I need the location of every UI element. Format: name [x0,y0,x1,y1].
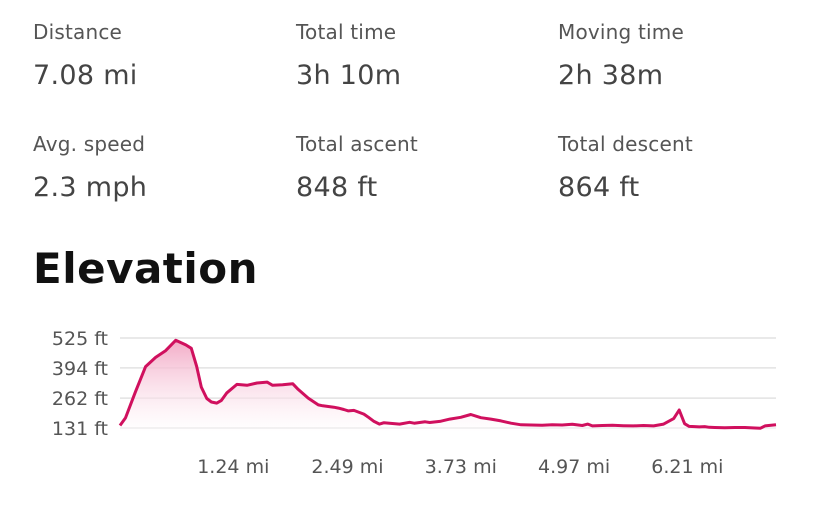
elevation-area [120,340,776,432]
stat-avg-speed: Avg. speed 2.3 mph [33,134,283,201]
y-tick-label: 394 ft [52,358,108,380]
stat-label: Total ascent [296,132,418,156]
stat-value: 3h 10m [296,60,402,91]
x-axis-labels: 1.24 mi 2.49 mi 3.73 mi 4.97 mi 6.21 mi [197,456,723,478]
y-tick-label: 131 ft [52,418,108,440]
stat-total-ascent: Total ascent 848 ft [296,134,546,201]
y-axis-labels: 131 ft 262 ft 394 ft 525 ft [52,328,108,440]
x-tick-label: 6.21 mi [651,456,723,478]
x-tick-label: 4.97 mi [538,456,610,478]
stat-label: Moving time [558,20,684,44]
x-tick-label: 3.73 mi [425,456,497,478]
stat-value: 7.08 mi [33,60,138,91]
y-tick-label: 262 ft [52,388,108,410]
stat-value: 864 ft [558,172,640,203]
stat-value: 2h 38m [558,60,664,91]
stat-total-time: Total time 3h 10m [296,22,546,89]
stat-moving-time: Moving time 2h 38m [558,22,808,89]
x-tick-label: 1.24 mi [197,456,269,478]
stat-total-descent: Total descent 864 ft [558,134,808,201]
elevation-title: Elevation [33,244,259,293]
stat-label: Distance [33,20,123,44]
elevation-chart[interactable]: 131 ft 262 ft 394 ft 525 ft 1.24 mi 2.49 mi 3… [0,300,828,510]
stat-label: Total time [296,20,397,44]
elevation-line [118,338,777,430]
stat-value: 2.3 mph [33,172,148,203]
stat-label: Avg. speed [33,132,146,156]
stat-value: 848 ft [296,172,378,203]
y-tick-label: 525 ft [52,328,108,350]
stat-label: Total descent [558,132,693,156]
stat-distance: Distance 7.08 mi [33,22,283,89]
x-tick-label: 2.49 mi [311,456,383,478]
